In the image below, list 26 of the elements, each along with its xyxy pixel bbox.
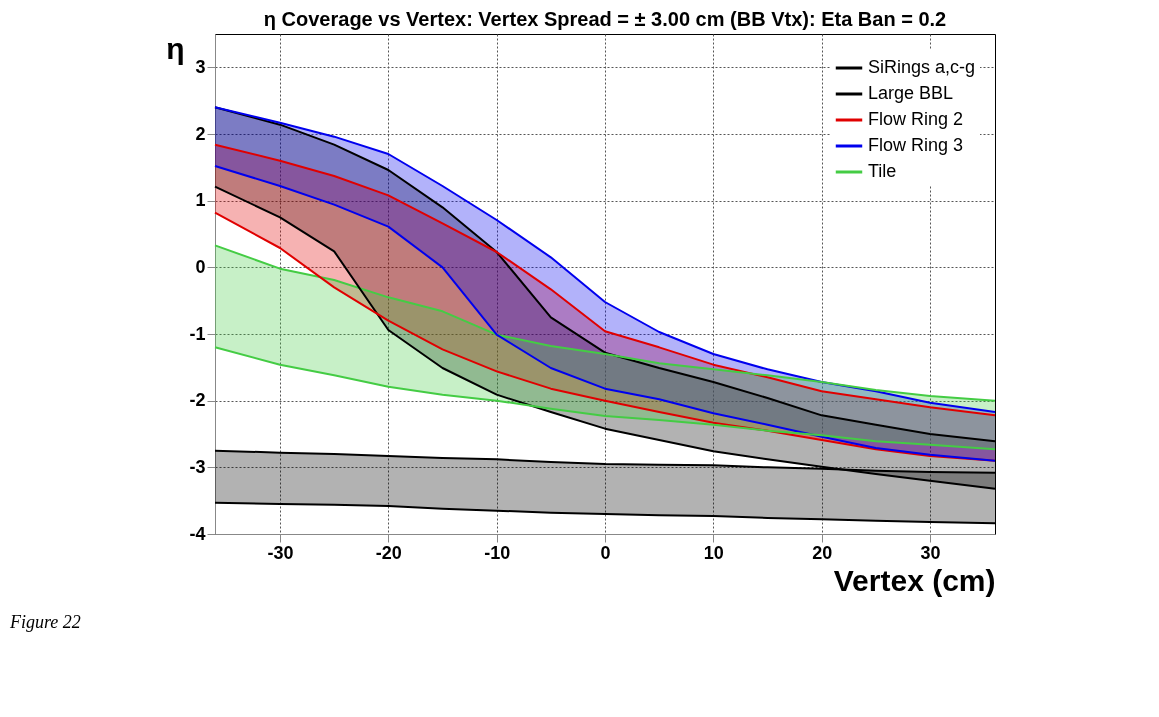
y-tick-label: 3 [195,56,206,77]
y-tick-label: -3 [189,456,206,477]
y-tick-label: 2 [195,123,206,144]
x-tick-label: -30 [267,542,294,563]
legend-label: Flow Ring 2 [868,109,964,129]
x-axis-title: Vertex (cm) [833,563,996,597]
y-tick-label: 1 [195,190,206,211]
caption: Figure 22 [9,612,81,632]
legend-label: Tile [868,161,897,181]
y-tick-label: 0 [195,256,206,277]
y-tick-label: -2 [189,390,206,411]
y-tick-label: -1 [189,323,206,344]
x-tick-label: 30 [920,542,941,563]
legend-label: Large BBL [868,83,954,103]
x-tick-label: 20 [812,542,833,563]
x-tick-label: -10 [484,542,511,563]
chart-title: η Coverage vs Vertex: Vertex Spread = ± 3.00 cm (BB Vtx): Eta Ban = 0.2 [263,8,947,30]
y-axis-title: η [166,31,185,65]
line-series [214,346,996,451]
line-series [214,244,996,402]
x-tick-label: 10 [703,542,724,563]
x-tick-label: -20 [375,542,402,563]
x-tick-label: 0 [600,542,611,563]
legend-label: SiRings a,c-g [868,57,976,77]
y-tick-label: -4 [189,523,206,544]
legend-label: Flow Ring 3 [868,135,964,155]
